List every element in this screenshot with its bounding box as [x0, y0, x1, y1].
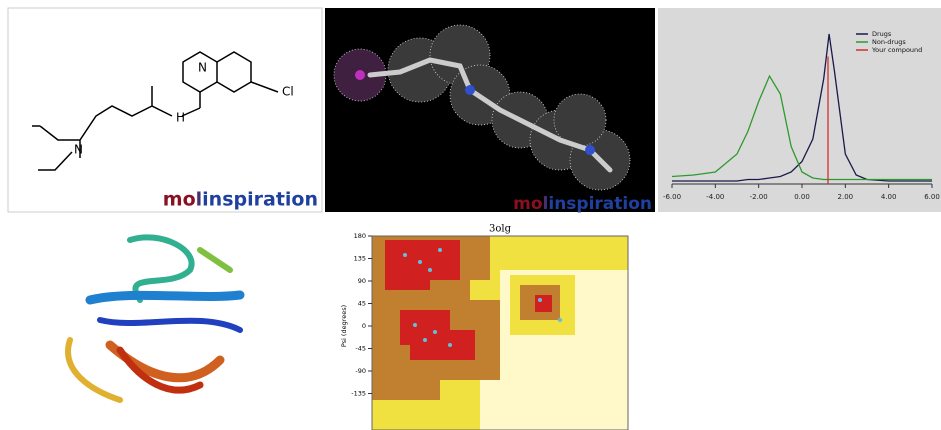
- x-tick-label: 4.00: [881, 193, 897, 201]
- atom: [585, 145, 595, 155]
- atom: [465, 85, 475, 95]
- atom-label: N: [198, 61, 207, 75]
- atom: [355, 70, 365, 80]
- chart-title: 3olg: [489, 224, 512, 235]
- y-tick-label: 0: [362, 322, 366, 330]
- x-tick-label: -6.00: [663, 193, 681, 201]
- atom-label: N: [74, 143, 83, 157]
- x-tick-label: -4.00: [706, 193, 724, 201]
- x-tick-label: 6.00: [924, 193, 940, 201]
- figure: N H N Cl molinspiration molinspiration -…: [0, 0, 941, 430]
- panel-frame: [8, 8, 322, 212]
- y-tick-label: 135: [354, 255, 366, 263]
- y-axis-label: Psi (degrees): [340, 305, 348, 347]
- y-tick-label: -45: [355, 345, 366, 353]
- render-panel: molinspiration: [325, 8, 655, 214]
- legend-label: Your compound: [871, 46, 922, 54]
- y-tick-label: 90: [358, 277, 366, 285]
- x-tick-label: 2.00: [838, 193, 854, 201]
- protein-ribbon: [68, 237, 240, 400]
- atom-label: H: [176, 111, 185, 125]
- ramachandran-regions: [372, 236, 628, 430]
- legend-label: Non-drugs: [872, 38, 906, 46]
- molecule-panel: N H N Cl molinspiration: [8, 8, 322, 212]
- logo: molinspiration: [513, 194, 652, 214]
- page: N H N Cl molinspiration molinspiration -…: [0, 0, 941, 430]
- y-tick-label: 180: [354, 232, 366, 240]
- atom-label: Cl: [282, 85, 294, 99]
- y-tick-label: -90: [355, 367, 366, 375]
- x-tick-label: -2.00: [750, 193, 768, 201]
- legend-label: Drugs: [872, 30, 892, 38]
- region: [535, 295, 552, 312]
- logo: molinspiration: [163, 189, 318, 211]
- y-tick-label: 45: [358, 300, 366, 308]
- x-tick-label: 0.00: [794, 193, 810, 201]
- y-tick-label: -135: [351, 390, 366, 398]
